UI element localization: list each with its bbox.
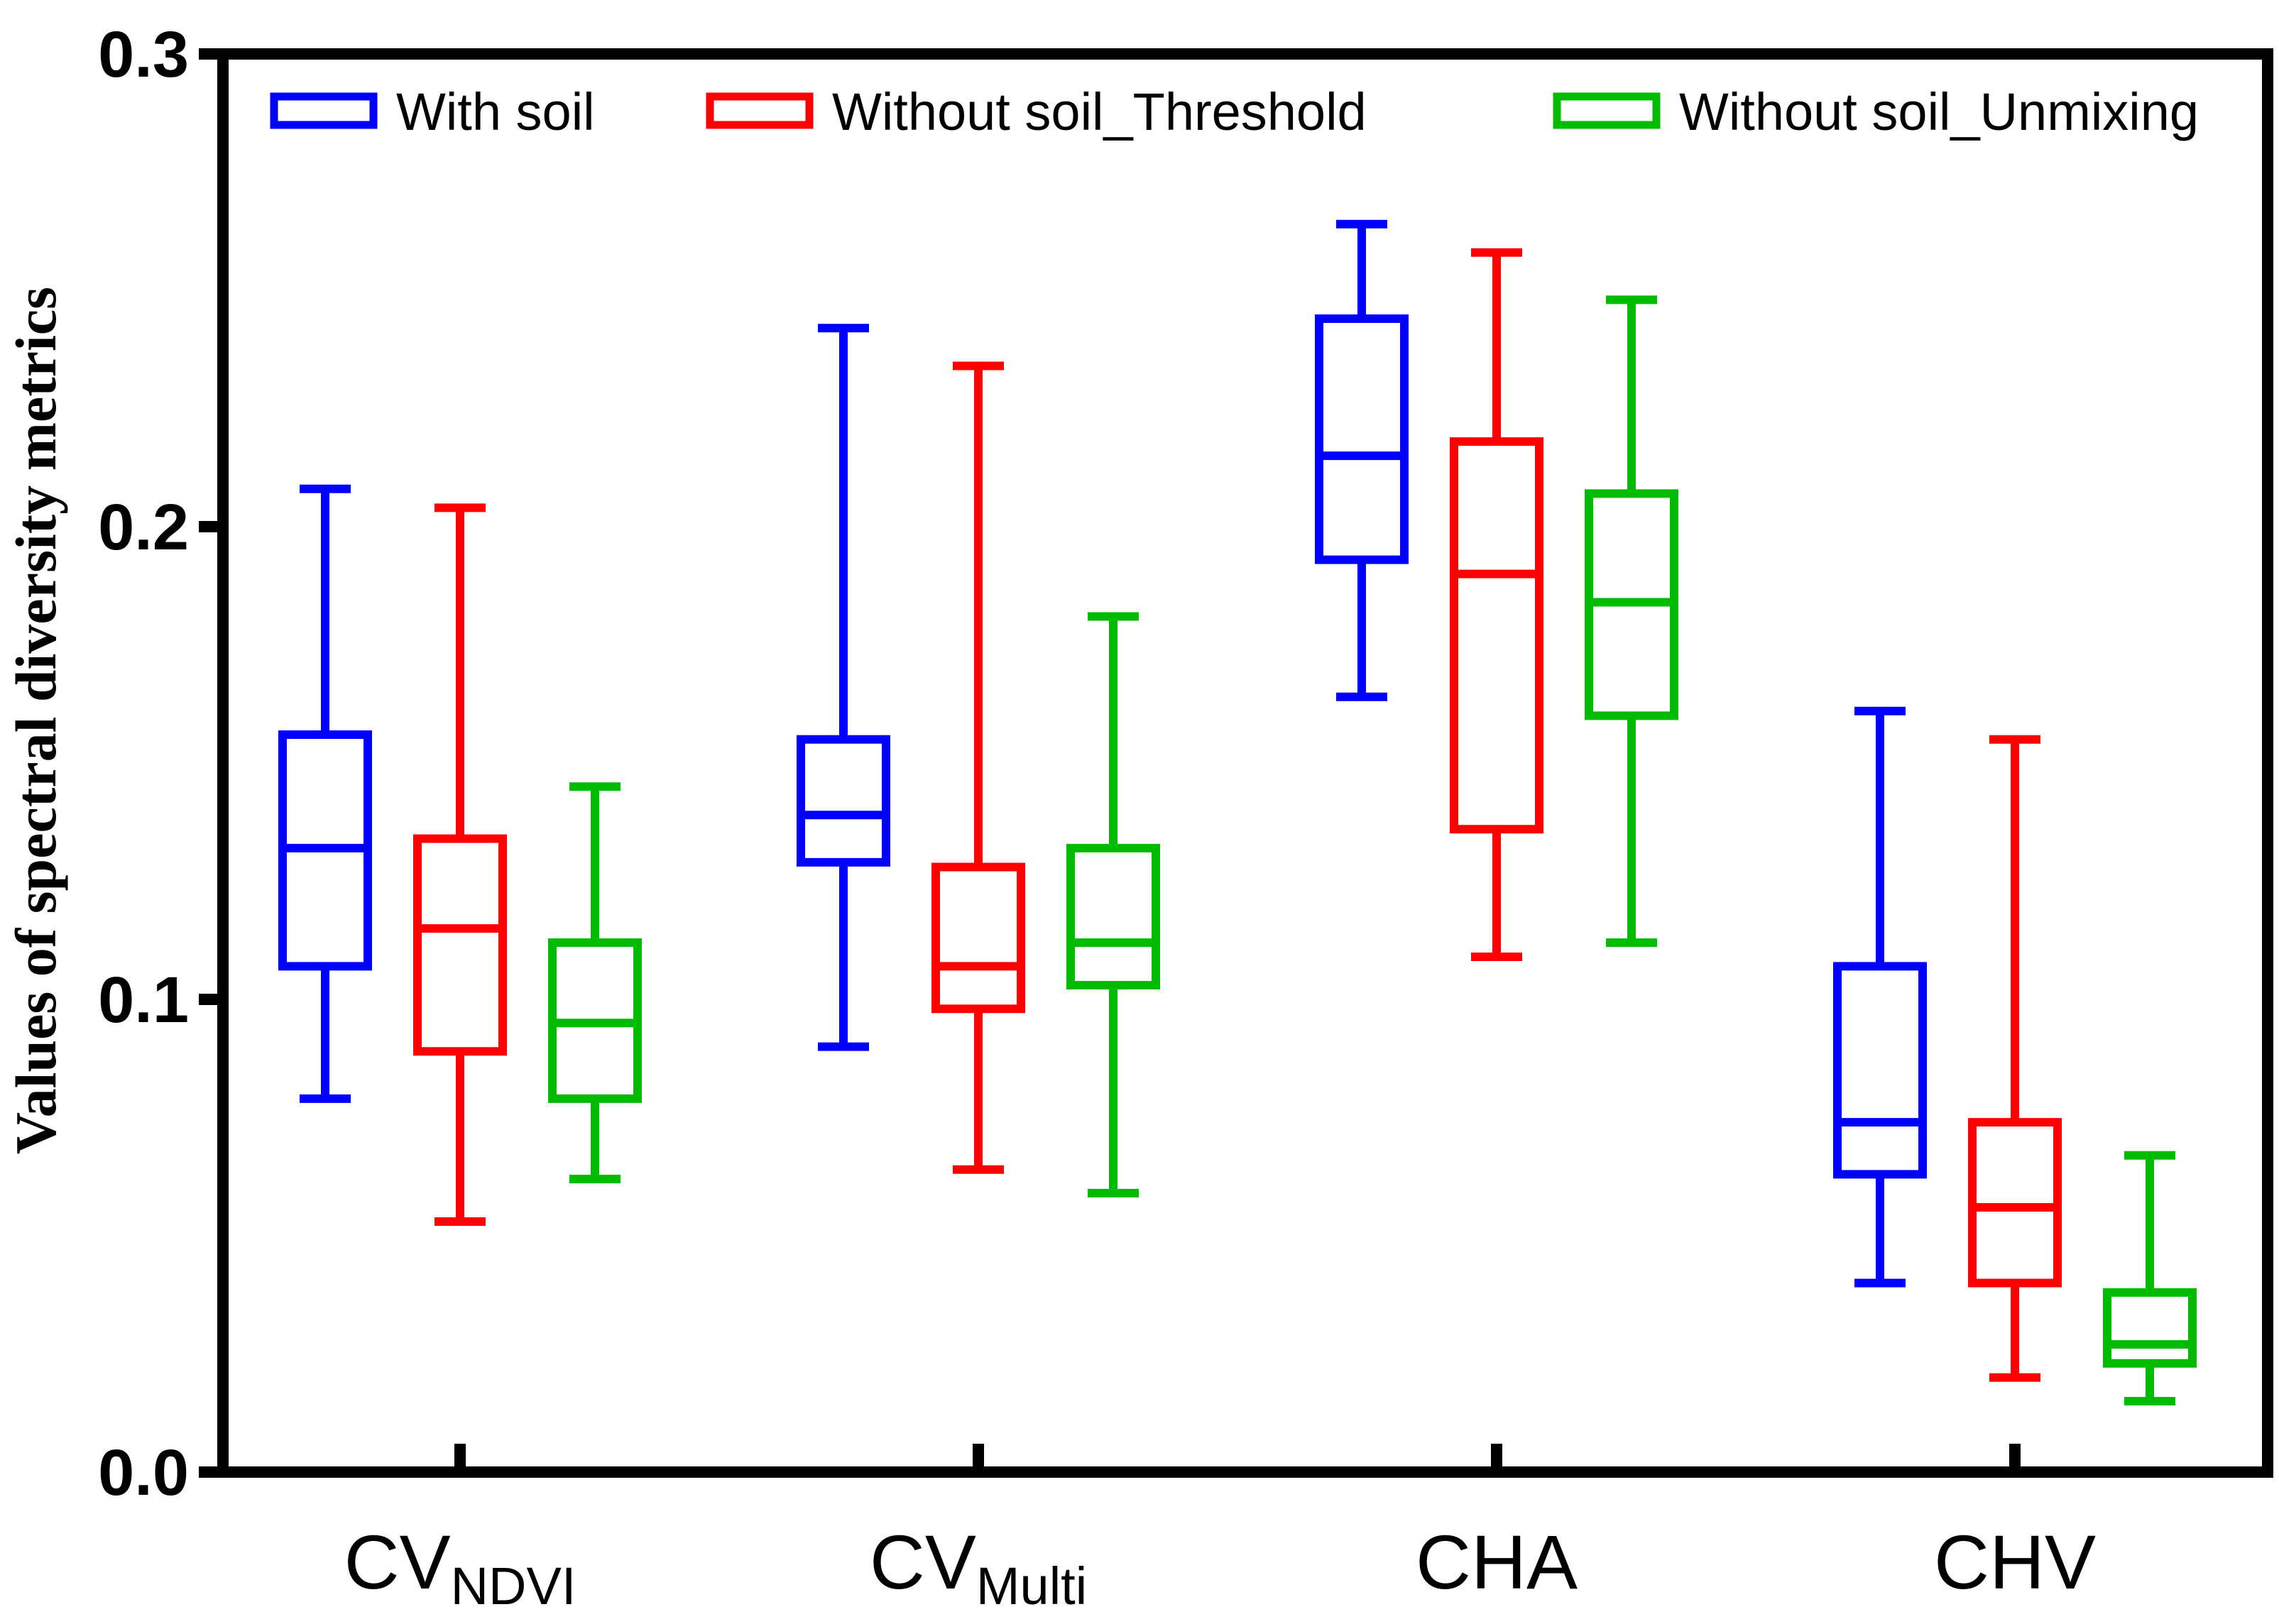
box-3-1 (548, 782, 642, 1184)
y-tick-label: 0.3 (98, 18, 189, 91)
iqr-box (931, 862, 1025, 1014)
iqr-box (1450, 437, 1543, 834)
x-axis: CVNDVI CVMulti CHA CHV (344, 1444, 2096, 1615)
y-tick-label: 0.0 (98, 1437, 189, 1509)
y-axis-label: Values of spectral diversity metrics (4, 287, 68, 1154)
box-1-1 (278, 484, 372, 1103)
legend-swatch (706, 92, 814, 129)
legend-label: With soil (396, 82, 595, 141)
box-2-4 (1968, 735, 2062, 1382)
legend-item-1: With soil (270, 82, 595, 141)
legend: With soil Without soil_Threshold Without s… (270, 82, 2199, 141)
legend-swatch (270, 92, 378, 129)
box-2-3 (1450, 248, 1543, 962)
box-3-4 (2103, 1151, 2197, 1406)
legend-item-2: Without soil_Threshold (706, 82, 1367, 141)
box-3-2 (1066, 612, 1160, 1198)
legend-item-3: Without soil_Unmixing (1553, 82, 2199, 141)
box-1-3 (1315, 219, 1409, 701)
x-category-label: CHA (1416, 1519, 1578, 1605)
box-1-4 (1833, 706, 1927, 1288)
y-axis: 0.0 0.1 0.2 0.3 (98, 18, 223, 1509)
legend-label: Without soil_Unmixing (1679, 82, 2199, 141)
box-2-2 (931, 361, 1025, 1174)
x-category-label: CVMulti (870, 1519, 1087, 1615)
iqr-box (1968, 1118, 2062, 1288)
x-category-label: CHV (1934, 1519, 2096, 1605)
legend-label: Without soil_Threshold (832, 82, 1367, 141)
iqr-box (1315, 314, 1409, 564)
iqr-box (1833, 962, 1927, 1179)
plot-boxes (278, 219, 2197, 1406)
plot-frame (217, 48, 2273, 1478)
iqr-box (797, 735, 890, 867)
legend-swatch (1553, 92, 1661, 129)
x-category-label: CVNDVI (344, 1519, 576, 1615)
box-3-3 (1585, 295, 1678, 948)
iqr-box (2103, 1288, 2197, 1368)
iqr-box (1066, 843, 1160, 990)
iqr-box (413, 834, 507, 1056)
y-tick-label: 0.2 (98, 491, 189, 564)
box-2-1 (413, 503, 507, 1227)
box-1-2 (797, 324, 890, 1051)
y-tick-label: 0.1 (98, 964, 189, 1036)
